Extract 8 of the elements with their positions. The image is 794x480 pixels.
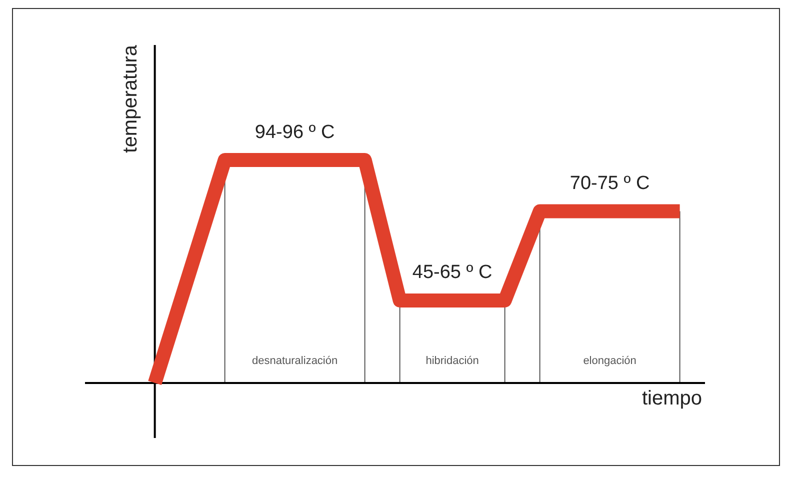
y-axis-title: temperatura bbox=[119, 44, 142, 153]
annotation: 94-96 º C bbox=[254, 122, 335, 143]
annotation: 70-75 º C bbox=[570, 173, 650, 194]
annotation: elongación bbox=[583, 354, 636, 367]
x-axis-title: tiempo bbox=[642, 387, 702, 410]
annotation: 45-65 º C bbox=[412, 262, 492, 284]
annotation: hibridación bbox=[426, 354, 479, 367]
annotation: desnaturalización bbox=[252, 354, 338, 367]
